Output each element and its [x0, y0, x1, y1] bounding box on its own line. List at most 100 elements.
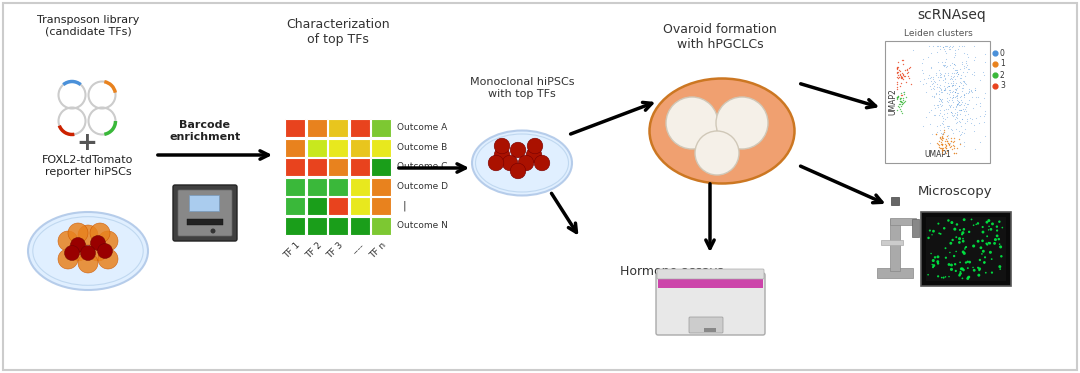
Point	[986, 83, 1003, 89]
Point	[944, 70, 961, 76]
Point	[895, 73, 913, 79]
Circle shape	[495, 147, 510, 163]
Point	[931, 70, 948, 76]
Point	[961, 97, 978, 103]
Point	[934, 129, 951, 135]
Point	[889, 69, 906, 75]
Point	[947, 268, 964, 274]
Point	[935, 225, 953, 231]
FancyBboxPatch shape	[656, 273, 765, 335]
Point	[948, 67, 966, 73]
Point	[941, 142, 958, 148]
Point	[889, 65, 906, 71]
Point	[967, 145, 984, 151]
Point	[936, 141, 954, 147]
Point	[960, 229, 977, 235]
Text: TF 3: TF 3	[325, 241, 346, 261]
Point	[959, 276, 976, 282]
Point	[897, 79, 915, 85]
Point	[970, 94, 987, 100]
Point	[935, 83, 953, 89]
Point	[944, 60, 961, 66]
Point	[978, 219, 996, 225]
Point	[949, 90, 967, 96]
Point	[916, 76, 933, 82]
Point	[927, 254, 944, 260]
Point	[986, 240, 1003, 246]
Point	[919, 272, 936, 278]
Point	[945, 73, 962, 79]
Point	[932, 134, 949, 140]
Point	[931, 144, 948, 150]
Point	[951, 270, 969, 276]
Point	[954, 59, 971, 65]
Point	[893, 73, 910, 79]
Bar	[350, 158, 369, 176]
Bar	[885, 41, 990, 163]
Point	[972, 245, 989, 251]
Point	[918, 89, 935, 95]
Point	[955, 85, 972, 91]
Point	[889, 96, 906, 102]
Point	[986, 61, 1003, 67]
Point	[946, 116, 963, 122]
Point	[975, 95, 993, 101]
Point	[946, 86, 963, 92]
Point	[933, 99, 950, 105]
Point	[889, 94, 906, 100]
Point	[954, 43, 971, 49]
Point	[936, 116, 954, 122]
Point	[929, 81, 946, 87]
Point	[936, 274, 954, 280]
Text: TF 2: TF 2	[303, 241, 324, 261]
Point	[926, 94, 943, 100]
Point	[928, 70, 945, 76]
Point	[934, 142, 951, 148]
Point	[949, 71, 967, 77]
Point	[892, 95, 909, 101]
Point	[942, 109, 959, 115]
Point	[946, 62, 963, 68]
Point	[936, 150, 954, 156]
Point	[922, 78, 940, 84]
Point	[946, 113, 963, 119]
Point	[931, 101, 948, 107]
Point	[892, 83, 909, 89]
Point	[955, 226, 972, 232]
Bar	[285, 119, 306, 138]
Point	[900, 72, 917, 78]
Point	[976, 90, 994, 96]
Bar	[307, 158, 327, 176]
Point	[956, 63, 973, 69]
Bar	[372, 197, 391, 216]
FancyBboxPatch shape	[689, 317, 723, 333]
Point	[924, 264, 942, 270]
Point	[959, 54, 976, 60]
Point	[931, 135, 948, 141]
Point	[959, 259, 976, 265]
Point	[936, 59, 954, 65]
Point	[950, 118, 968, 124]
Point	[889, 72, 906, 78]
Point	[956, 94, 973, 100]
Point	[929, 129, 946, 135]
Point	[941, 274, 958, 280]
Point	[899, 66, 916, 72]
Point	[946, 226, 963, 232]
Circle shape	[68, 241, 87, 261]
Point	[968, 94, 985, 100]
Point	[944, 94, 961, 100]
Circle shape	[87, 241, 108, 261]
Point	[932, 43, 949, 49]
Point	[994, 225, 1011, 231]
Point	[971, 266, 988, 272]
Point	[933, 141, 950, 147]
Circle shape	[97, 244, 112, 258]
Point	[981, 240, 998, 246]
Point	[940, 135, 957, 141]
Point	[936, 138, 954, 144]
Point	[947, 234, 964, 240]
Point	[954, 116, 971, 122]
Point	[893, 100, 910, 106]
Point	[929, 123, 946, 129]
